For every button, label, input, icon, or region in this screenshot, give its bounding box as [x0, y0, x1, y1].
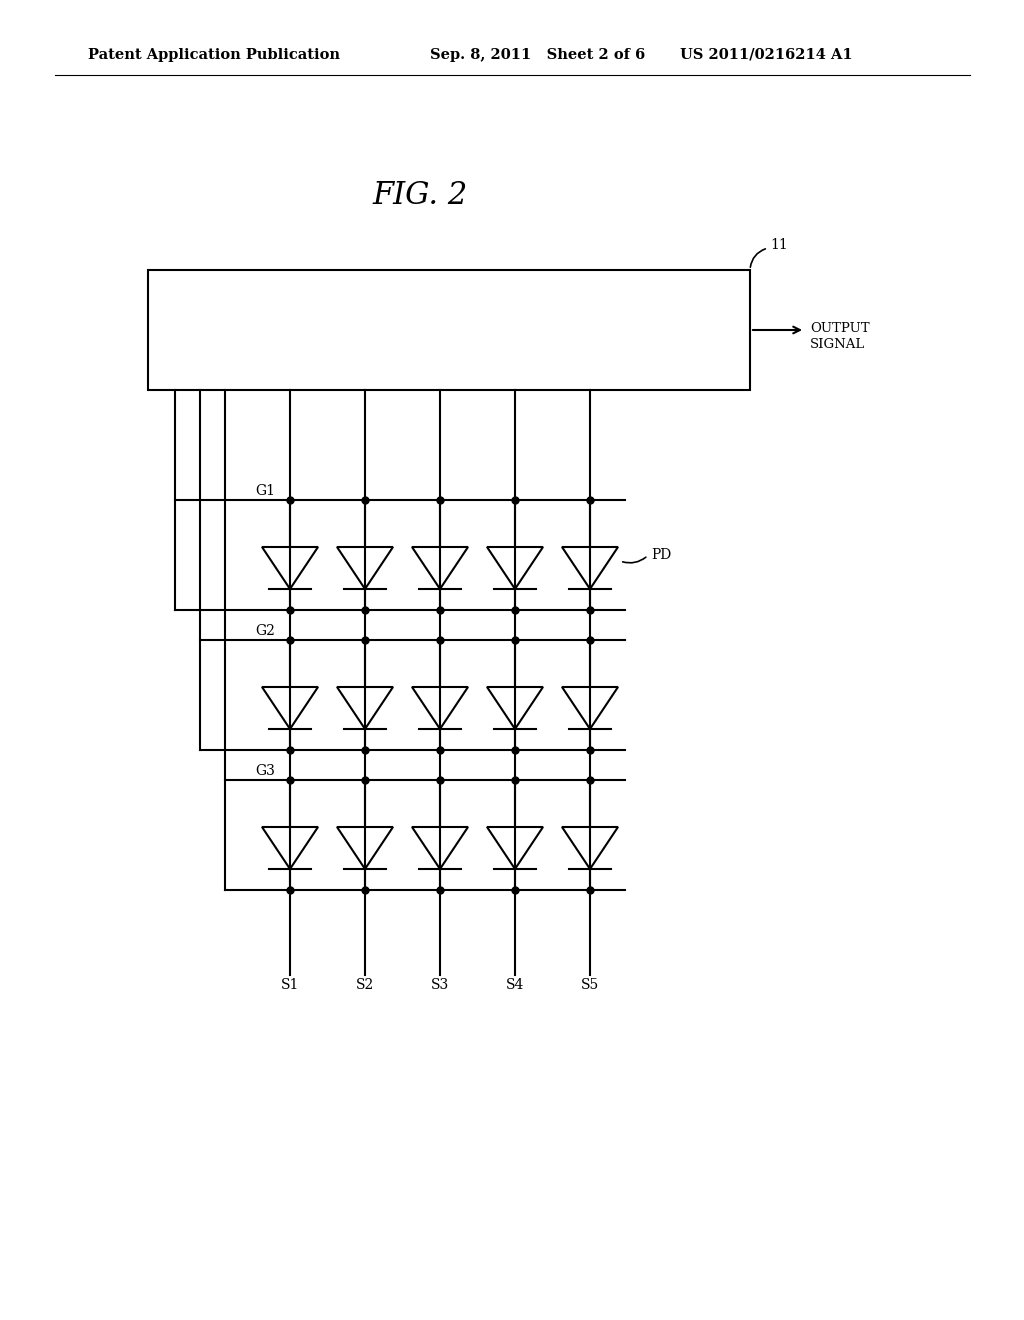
Text: S3: S3 — [431, 978, 450, 993]
Bar — [148, 271, 750, 389]
Text: G1: G1 — [255, 484, 275, 498]
Text: S1: S1 — [281, 978, 299, 993]
Text: 11: 11 — [770, 238, 787, 252]
Text: Sep. 8, 2011   Sheet 2 of 6: Sep. 8, 2011 Sheet 2 of 6 — [430, 48, 645, 62]
Text: US 2011/0216214 A1: US 2011/0216214 A1 — [680, 48, 853, 62]
Text: S4: S4 — [506, 978, 524, 993]
Text: PD: PD — [651, 548, 672, 562]
Text: S5: S5 — [581, 978, 599, 993]
Text: FIG. 2: FIG. 2 — [373, 180, 468, 210]
Text: G3: G3 — [255, 764, 275, 777]
Text: G2: G2 — [255, 624, 275, 638]
Text: OUTPUT
SIGNAL: OUTPUT SIGNAL — [810, 322, 869, 351]
Text: S2: S2 — [356, 978, 374, 993]
Text: Patent Application Publication: Patent Application Publication — [88, 48, 340, 62]
